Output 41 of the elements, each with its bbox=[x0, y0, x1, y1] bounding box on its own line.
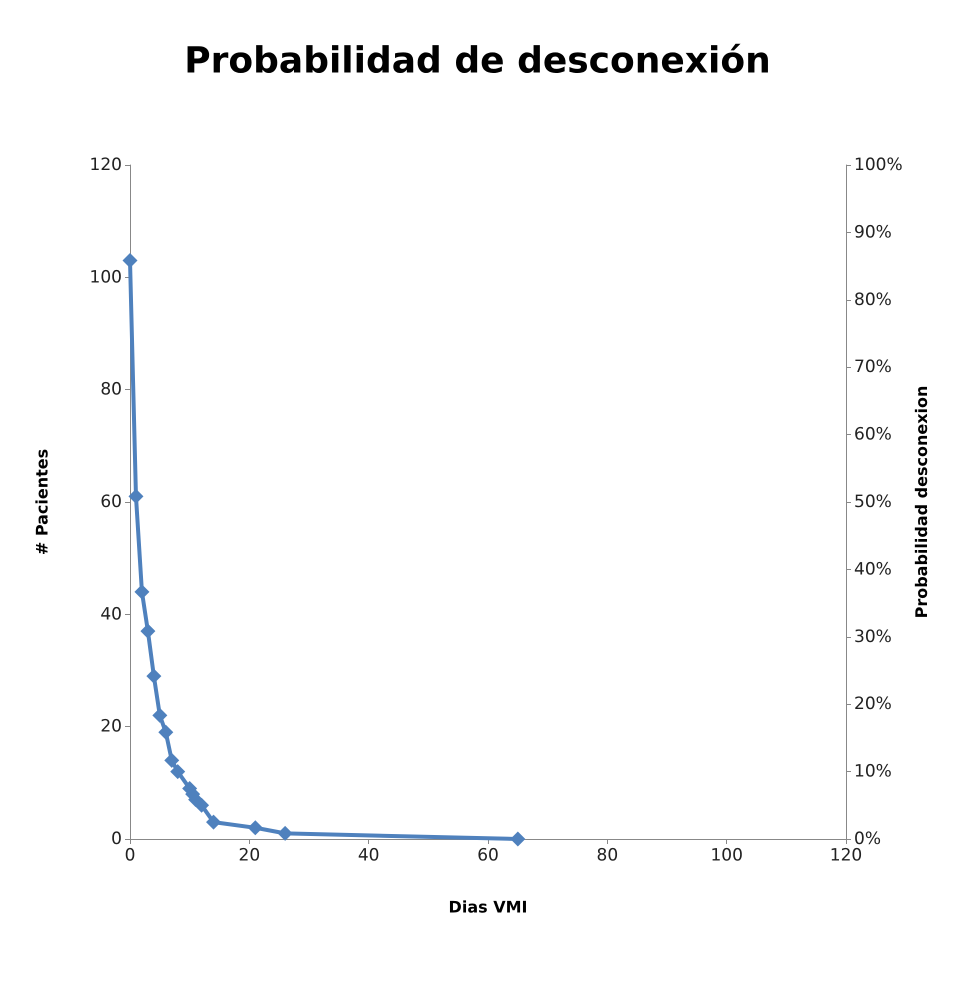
x-tick-label: 20 bbox=[238, 846, 260, 866]
y2-tick-label: 20% bbox=[854, 694, 892, 714]
y-tick-label: 100 bbox=[90, 267, 122, 288]
point bbox=[134, 584, 150, 600]
y2-tick-label: 40% bbox=[854, 559, 892, 580]
y-tick-label: 120 bbox=[90, 155, 122, 175]
point bbox=[140, 624, 156, 639]
point bbox=[152, 708, 168, 723]
point bbox=[278, 826, 293, 841]
y2-tick-label: 80% bbox=[854, 290, 892, 310]
point bbox=[510, 832, 526, 846]
y2-tick-label: 50% bbox=[854, 492, 892, 512]
point bbox=[146, 668, 162, 684]
chart-title: Probabilidad de desconexión bbox=[184, 40, 771, 82]
point bbox=[122, 252, 138, 268]
y-axis-title: # Pacientes bbox=[32, 448, 52, 556]
y-tick-label: 40 bbox=[100, 604, 122, 624]
y2-tick-label: 90% bbox=[854, 222, 892, 242]
point bbox=[158, 724, 174, 740]
x-tick-label: 0 bbox=[124, 846, 136, 866]
point bbox=[206, 814, 222, 830]
y-tick-label: 20 bbox=[100, 716, 122, 737]
y2-tick-label: 100% bbox=[854, 155, 903, 175]
y2-tick-label: 30% bbox=[854, 626, 892, 647]
y2-axis-title: Probabilidad desconexion bbox=[912, 386, 931, 618]
y2-tick-label: 70% bbox=[854, 357, 892, 378]
point bbox=[248, 820, 263, 836]
x-tick-label: 100 bbox=[710, 846, 743, 866]
point bbox=[164, 752, 180, 768]
point bbox=[194, 798, 210, 813]
x-tick-label: 60 bbox=[477, 846, 499, 866]
point bbox=[128, 488, 144, 504]
x-tick-label: 80 bbox=[596, 846, 618, 866]
y-tick-label: 80 bbox=[100, 380, 122, 400]
x-axis-title: Dias VMI bbox=[448, 898, 528, 916]
y-tick-label: 0 bbox=[111, 829, 122, 849]
x-tick-label: 40 bbox=[358, 846, 380, 866]
y-tick-label: 60 bbox=[100, 492, 122, 512]
y2-tick-label: 60% bbox=[854, 424, 892, 445]
y2-tick-label: 10% bbox=[854, 762, 892, 782]
point bbox=[170, 764, 186, 780]
